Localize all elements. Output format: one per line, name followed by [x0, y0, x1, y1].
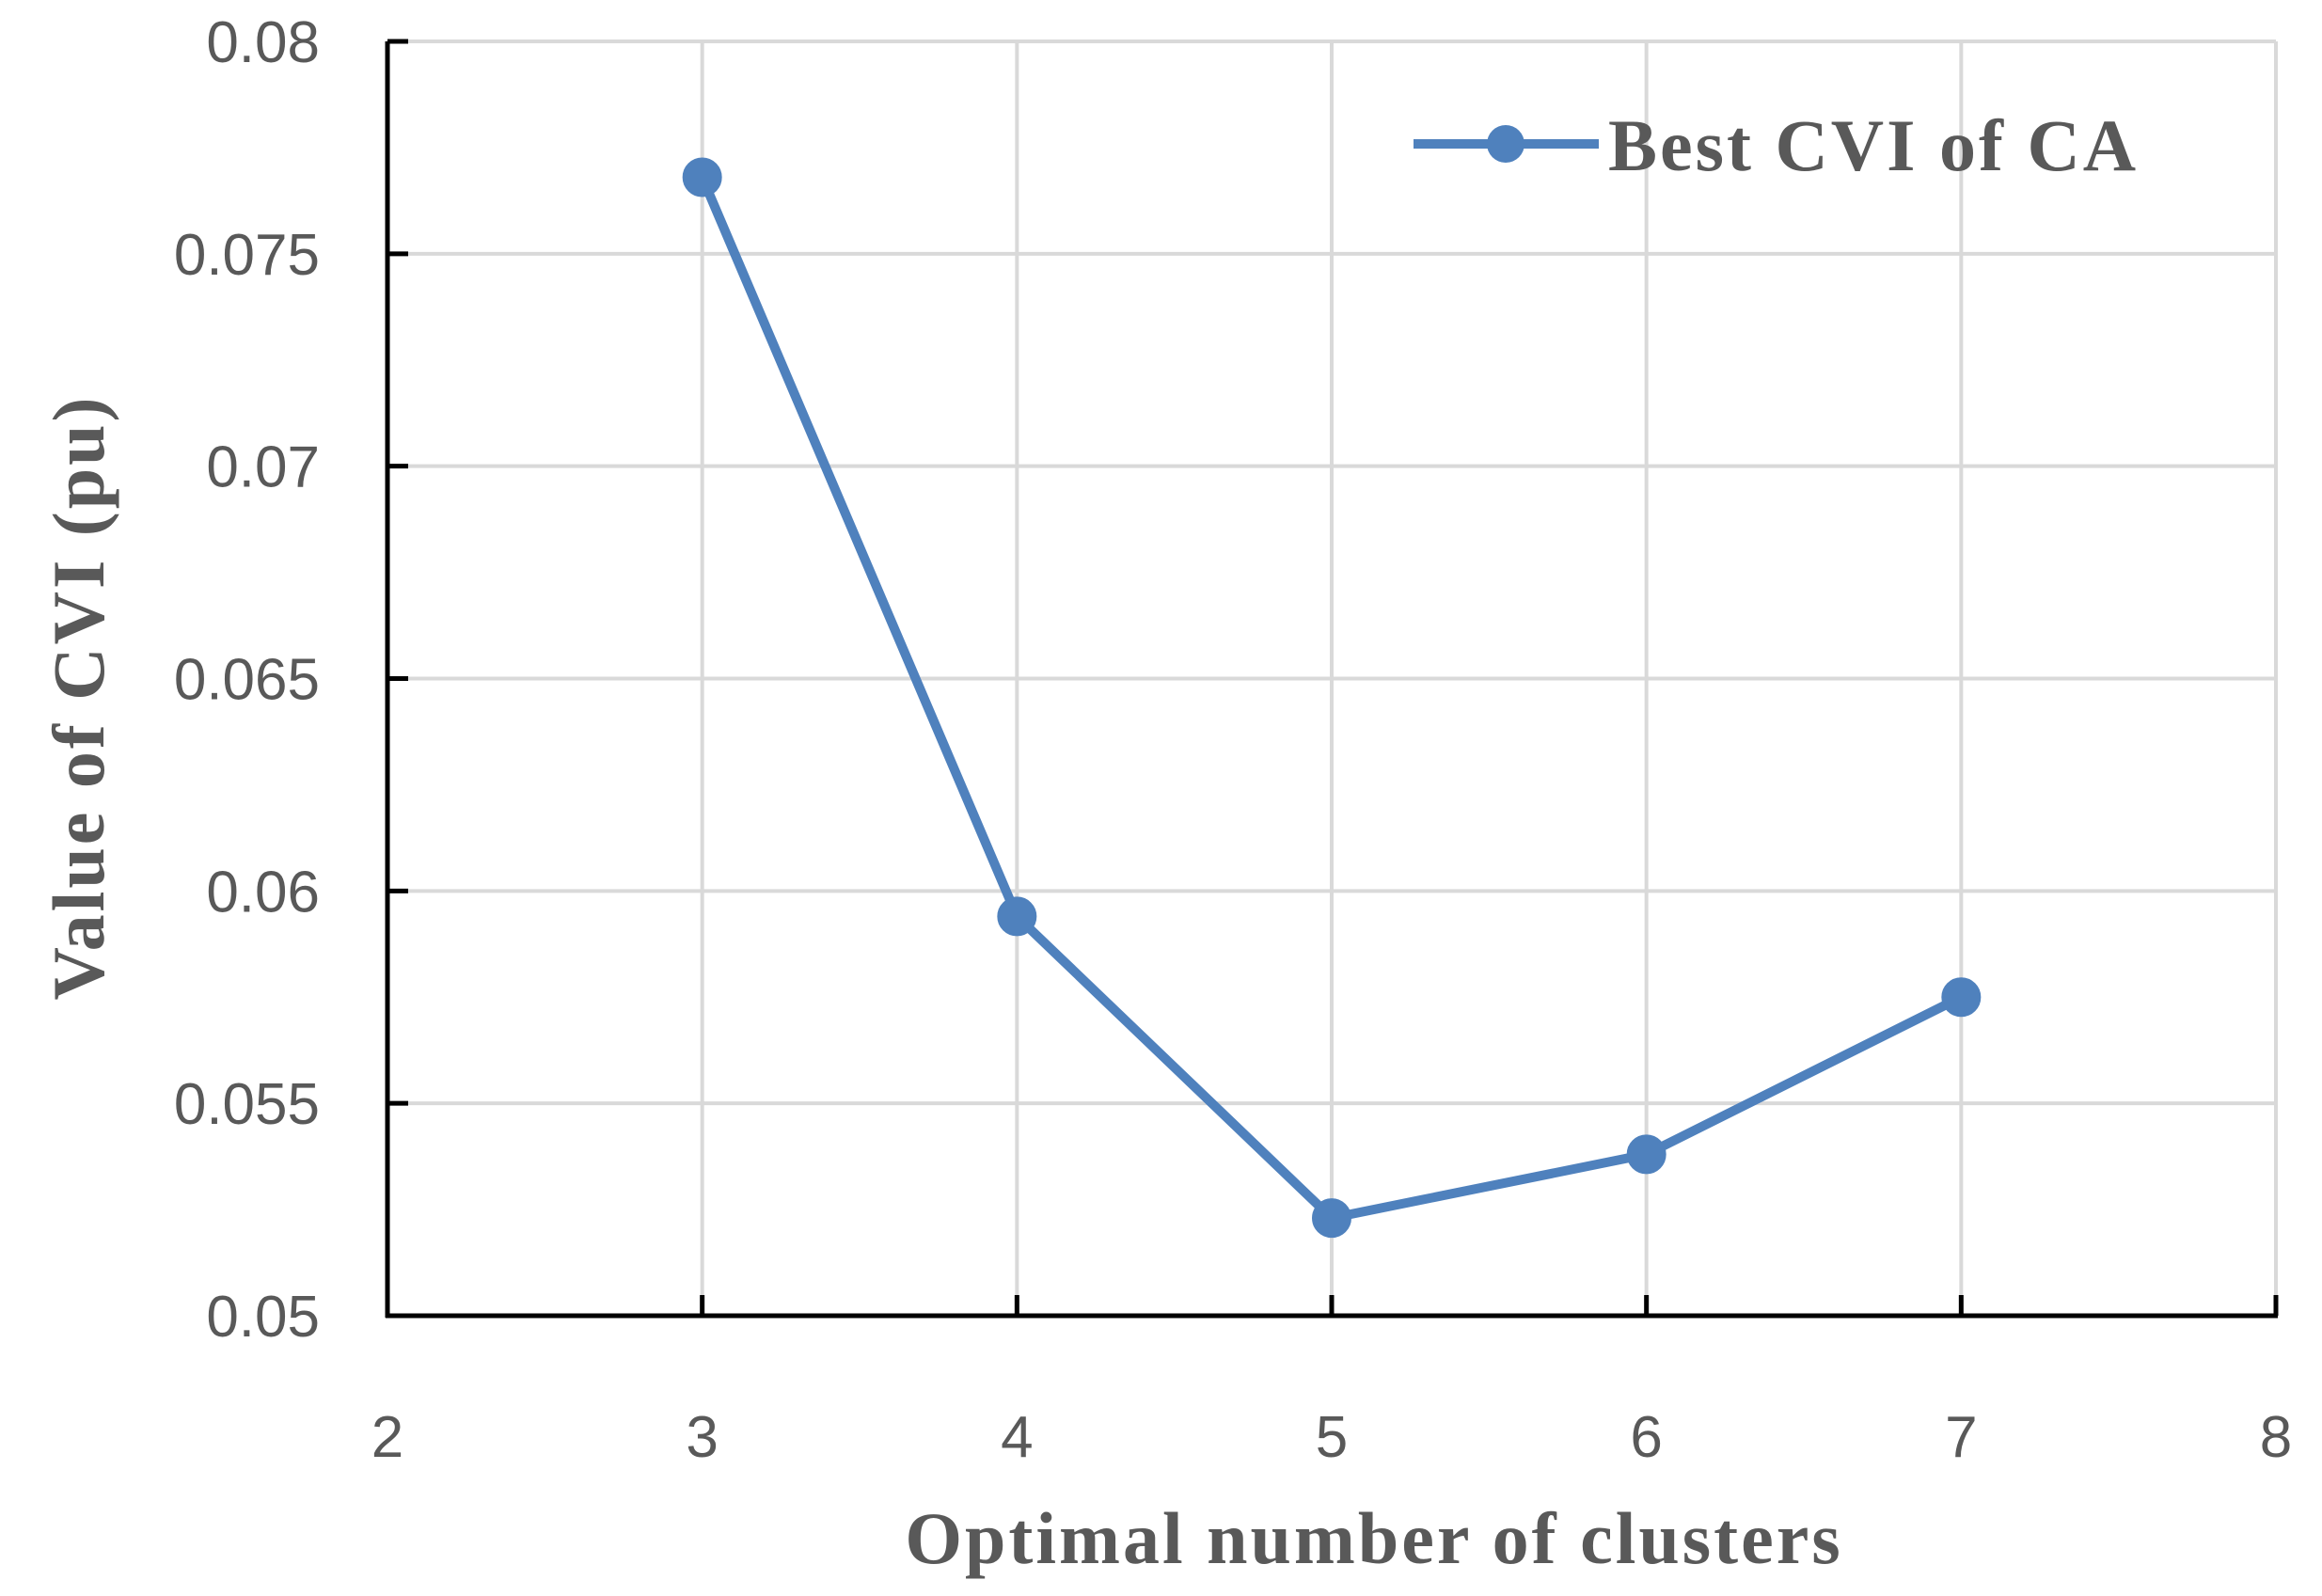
y-tick-label: 0.07	[206, 435, 320, 500]
data-point	[682, 157, 722, 198]
data-point	[997, 896, 1037, 937]
legend: Best CVI of CA	[1414, 104, 2139, 186]
grid-lines	[386, 40, 2278, 1318]
legend-label: Best CVI of CA	[1608, 104, 2139, 186]
y-tick-label: 0.065	[174, 648, 320, 713]
x-axis-title: Optimal number of clusters	[905, 1497, 1842, 1579]
series-layer	[682, 157, 1982, 1239]
data-point	[1941, 977, 1982, 1018]
x-tick-label: 4	[1001, 1405, 1033, 1470]
x-tick-label: 3	[686, 1405, 718, 1470]
x-tick-label: 5	[1316, 1405, 1348, 1470]
axes	[385, 39, 2279, 1319]
y-tick-label: 0.05	[206, 1285, 320, 1350]
data-point	[1312, 1198, 1351, 1239]
y-tick-label: 0.06	[206, 860, 320, 924]
y-axis-title: Value of CVI (pu)	[38, 394, 119, 1000]
y-tick-label: 0.055	[174, 1072, 320, 1137]
x-tick-label: 6	[1630, 1405, 1662, 1470]
legend-marker-swatch	[1487, 125, 1524, 163]
y-tick-label: 0.075	[174, 223, 320, 288]
x-tick-label: 7	[1945, 1405, 1977, 1470]
tick-labels: 0.05 0.055 0.06 0.065 0.07 0.075 0.08 2 3 4 5 6 7 8	[174, 10, 2292, 1470]
y-tick-label: 0.08	[206, 10, 320, 75]
data-point	[1626, 1134, 1666, 1175]
x-tick-label: 2	[371, 1405, 403, 1470]
x-tick-label: 8	[2260, 1405, 2292, 1470]
